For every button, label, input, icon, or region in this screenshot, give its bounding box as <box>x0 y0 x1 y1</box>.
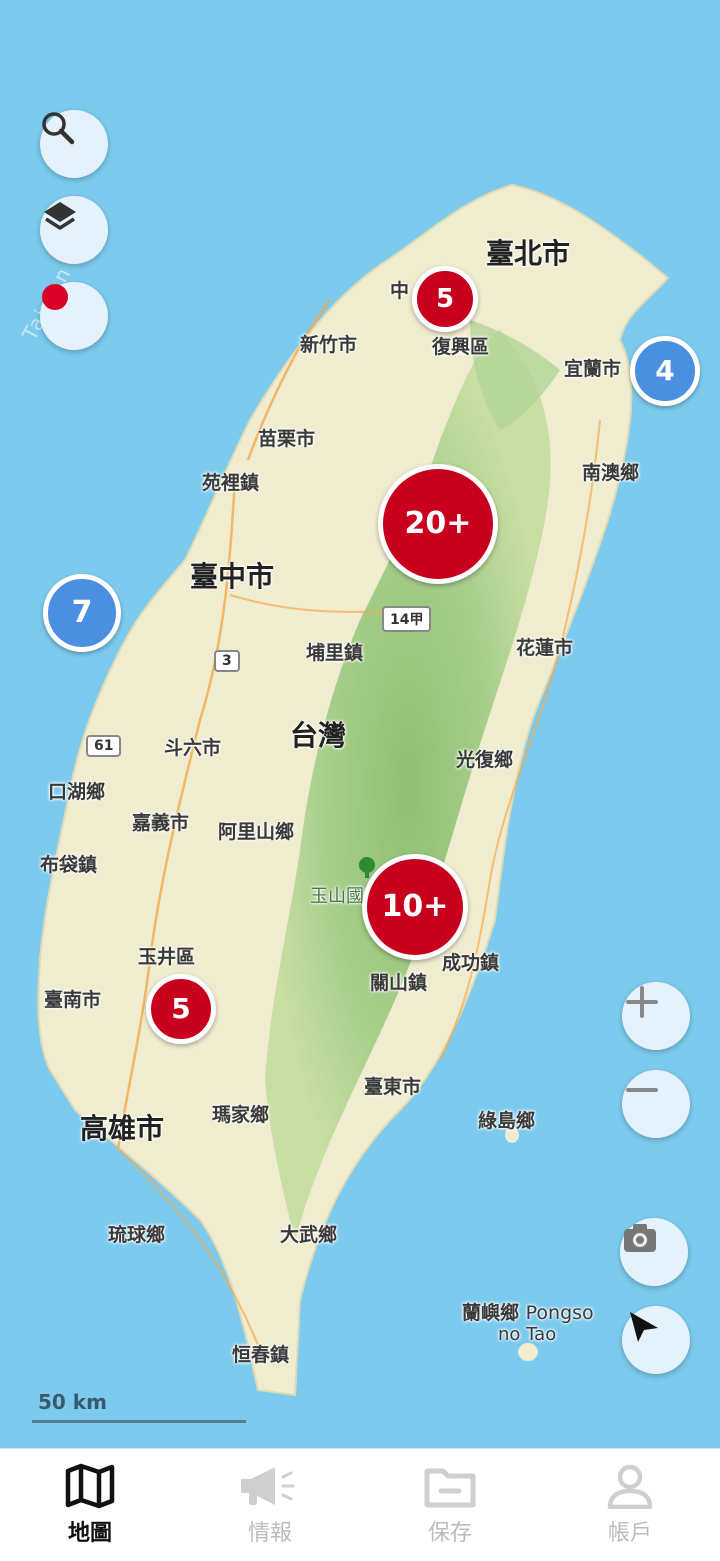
label-yuanli: 苑裡鎮 <box>202 472 260 494</box>
map-view[interactable]: Taiwan S... 臺北市 中 復興區 新竹市 宜蘭市 苗栗市 苑裡鎮 南澳… <box>0 0 720 1448</box>
label-tainan: 臺南市 <box>44 989 102 1011</box>
label-guangfu: 光復鄉 <box>456 749 514 771</box>
nav-item-saved[interactable]: 保存 <box>360 1449 540 1561</box>
nav-label-info: 情報 <box>247 1521 292 1546</box>
nav-item-map[interactable]: 地圖 <box>0 1449 180 1561</box>
nav-item-info[interactable]: 情報 <box>180 1449 360 1561</box>
label-guanshan: 關山鎮 <box>370 972 428 994</box>
user-icon <box>607 1464 653 1509</box>
scale-line <box>32 1420 246 1423</box>
label-taiwan: 台灣 <box>290 719 347 752</box>
label-taitung: 臺東市 <box>364 1076 422 1098</box>
mountains-north <box>470 320 560 430</box>
label-puli: 埔里鎮 <box>306 642 364 664</box>
label-hualien: 花蓮市 <box>516 637 574 659</box>
label-chenggong: 成功鎮 <box>442 952 500 974</box>
search-icon <box>42 112 75 145</box>
label-liuqiu: 琉球鄉 <box>108 1224 166 1246</box>
bottom-nav: 地圖 情報 保存 帳戶 <box>0 1448 720 1561</box>
layers-button[interactable] <box>40 196 108 264</box>
record-button[interactable] <box>40 282 108 350</box>
label-kouhu: 口湖鄉 <box>48 781 106 803</box>
cluster-marker-yilan[interactable]: 4 <box>630 336 700 406</box>
label-alishan: 阿里山鄉 <box>218 821 295 843</box>
folder-icon <box>424 1468 476 1508</box>
zoom-in-button[interactable] <box>622 982 690 1050</box>
orchid-island <box>518 1343 538 1361</box>
cluster-marker-south-mountain[interactable]: 10+ <box>362 854 468 960</box>
label-taichung: 臺中市 <box>190 560 275 593</box>
nav-item-account[interactable]: 帳戶 <box>540 1449 720 1561</box>
label-fuxing: 復興區 <box>432 336 490 358</box>
label-kaohsiung: 高雄市 <box>80 1112 165 1145</box>
my-location-button[interactable] <box>622 1306 690 1374</box>
road-shield-14: 14甲 <box>382 606 432 632</box>
label-ludao: 綠島鄉 <box>478 1110 536 1132</box>
plus-icon <box>626 986 658 1018</box>
cluster-marker-tainan[interactable]: 5 <box>146 974 216 1044</box>
label-yushan: 玉山國 <box>310 886 364 907</box>
navigate-icon <box>630 1312 658 1342</box>
minus-icon <box>626 1088 658 1092</box>
nav-label-saved: 保存 <box>427 1521 472 1546</box>
label-dawu: 大武鄉 <box>280 1224 338 1246</box>
search-button[interactable] <box>40 110 108 178</box>
camera-button[interactable] <box>620 1218 688 1286</box>
label-budai: 布袋鎮 <box>40 854 98 876</box>
label-lanyu: 蘭嶼鄉 Pongso <box>462 1302 594 1324</box>
road-shield-61: 61 <box>86 735 122 757</box>
label-zhong: 中 <box>390 280 410 302</box>
label-miaoli: 苗栗市 <box>258 428 316 450</box>
megaphone-icon <box>241 1467 295 1505</box>
cluster-marker-central[interactable]: 20+ <box>378 464 498 584</box>
label-yilan: 宜蘭市 <box>564 358 622 380</box>
label-nanao: 南澳鄉 <box>582 462 640 484</box>
label-hsinchu: 新竹市 <box>300 334 358 356</box>
scale-bar: 50 km <box>32 1390 246 1423</box>
nav-label-account: 帳戶 <box>607 1521 652 1546</box>
label-douliu: 斗六市 <box>164 737 222 759</box>
camera-icon <box>624 1224 656 1252</box>
label-taipei: 臺北市 <box>486 237 571 270</box>
map-icon <box>65 1463 115 1509</box>
green-island <box>505 1127 519 1143</box>
cluster-marker-west[interactable]: 7 <box>43 574 121 652</box>
label-yujing: 玉井區 <box>138 946 196 968</box>
nav-label-map: 地圖 <box>67 1521 112 1546</box>
layers-icon <box>44 202 76 230</box>
label-chiayi: 嘉義市 <box>132 812 190 834</box>
label-hengchun: 恒春鎮 <box>232 1344 290 1366</box>
road-shield-3: 3 <box>214 650 240 672</box>
label-majia: 瑪家鄉 <box>212 1104 270 1126</box>
zoom-out-button[interactable] <box>622 1070 690 1138</box>
record-icon <box>42 284 68 310</box>
label-lanyu-en: no Tao <box>498 1324 557 1345</box>
cluster-marker-north[interactable]: 5 <box>412 266 478 332</box>
scale-label: 50 km <box>38 1390 107 1414</box>
